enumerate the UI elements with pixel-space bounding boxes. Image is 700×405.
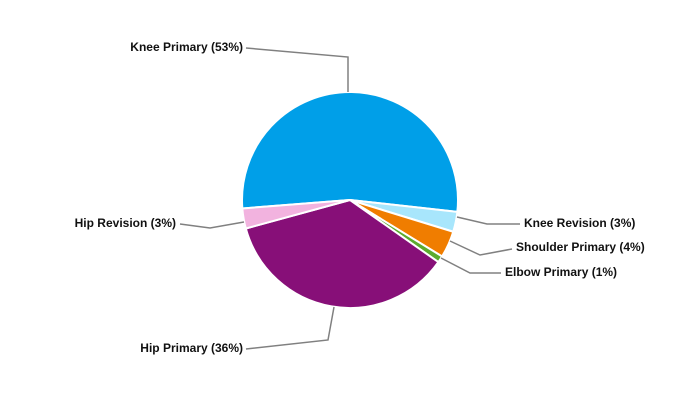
leader-line [179, 221, 245, 229]
leader-line [449, 240, 513, 256]
pie-slice [241, 199, 351, 230]
slice-label: Knee Revision (3%) [524, 216, 635, 230]
slice-label: Shoulder Primary (4%) [516, 240, 645, 254]
leader-line [440, 257, 501, 274]
leader-line [456, 216, 520, 225]
slice-label: Hip Revision (3%) [75, 216, 176, 230]
slice-label: Elbow Primary (1%) [505, 265, 617, 279]
leader-line [245, 47, 349, 92]
pie-slice [244, 199, 440, 309]
slice-label: Knee Primary (53%) [130, 40, 243, 54]
slice-label: Hip Primary (36%) [140, 341, 243, 355]
pie-slice [241, 91, 459, 213]
leader-line [245, 306, 335, 350]
